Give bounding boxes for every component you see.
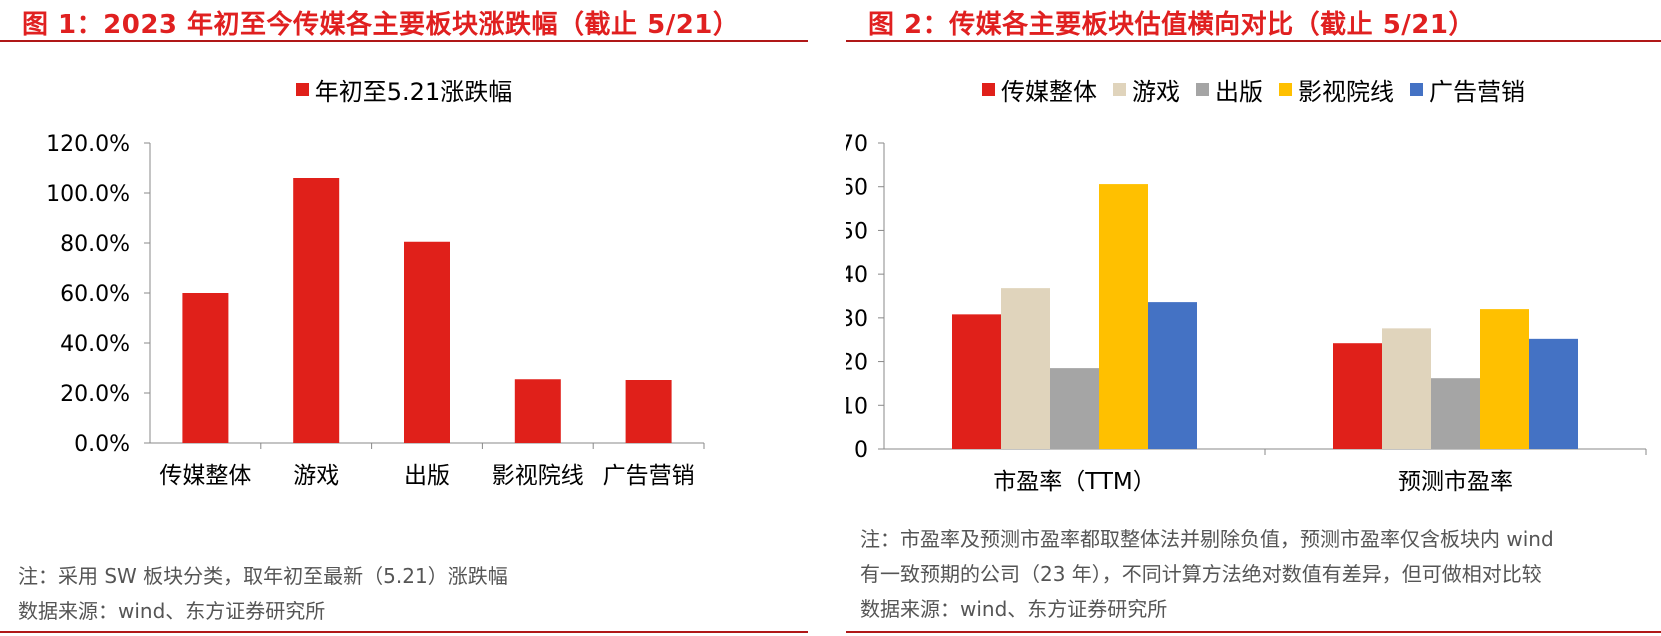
bar [182,293,229,443]
figure-2-bar-chart: 0 10 20 30 40 50 60 70 市盈率（TTM） 预测市盈率 [846,132,1647,495]
x-category-label: 出版 [404,463,450,489]
legend-swatch [1410,83,1423,96]
figure-1-note: 注：采用 SW 板块分类，取年初至最新（5.21）涨跌幅 [18,564,508,588]
x-category-label: 预测市盈率 [1398,469,1513,495]
legend-item: 出版 [1196,72,1263,107]
figure-2-legend: 传媒整体 游戏 出版 影视院线 广告营销 [846,72,1661,107]
legend-label: 传媒整体 [1001,78,1097,106]
legend-swatch [1279,83,1292,96]
bar [1431,378,1480,449]
figure-2-bottom-rule [846,631,1661,633]
y-tick-label: 70 [846,132,868,157]
legend-item: 游戏 [1113,72,1180,107]
legend-item: 年初至5.21涨跌幅 [295,72,513,107]
y-tick-label: 80.0% [60,232,130,257]
bar [1529,338,1578,449]
legend-swatch [295,83,309,96]
y-tick-label: 20 [846,351,868,376]
legend-swatch [1196,83,1209,96]
x-category-label: 传媒整体 [159,463,251,489]
x-category-label: 影视院线 [492,463,584,489]
bar [1001,288,1050,449]
figure-1-bar-chart: 0.0% 20.0% 40.0% 60.0% 80.0% 100.0% 120.0% 传媒整体… [46,132,705,489]
y-tick-label: 0 [854,438,868,463]
bar [625,380,672,443]
x-category-label: 广告营销 [603,463,695,489]
bar [514,379,561,443]
figure-1-panel: 图 1：2023 年初至今传媒各主要板块涨跌幅（截止 5/21） 年初至5.21… [0,0,808,636]
y-tick-label: 20.0% [60,382,130,407]
bar [1382,328,1431,449]
figure-1-title-rule [0,40,808,42]
figure-2-panel: 图 2：传媒各主要板块估值横向对比（截止 5/21） 传媒整体 游戏 出版 影视院线 广… [846,0,1661,636]
y-tick-label: 60.0% [60,282,130,307]
y-tick-label: 50 [846,219,868,244]
y-tick-label: 40.0% [60,332,130,357]
y-tick-label: 100.0% [46,182,130,207]
legend-label: 广告营销 [1429,78,1525,106]
bar [1099,184,1148,449]
figure-2-source: 数据来源：wind、东方证券研究所 [860,597,1168,621]
legend-label: 年初至5.21涨跌幅 [314,78,513,106]
x-category-label: 市盈率（TTM） [993,469,1156,495]
legend-item: 影视院线 [1279,72,1394,107]
bar [1050,368,1099,449]
legend-swatch [982,83,995,96]
bar [1148,302,1197,449]
bar [1333,343,1382,449]
y-tick-label: 30 [846,307,868,332]
bar [1480,309,1529,449]
x-category-label: 游戏 [293,463,339,489]
figure-2-note-line-2: 有一致预期的公司（23 年），不同计算方法绝对数值有差异，但可做相对比较 [860,562,1542,586]
figure-1-source: 数据来源：wind、东方证券研究所 [18,599,326,623]
legend-label: 游戏 [1132,78,1180,106]
legend-swatch [1113,83,1126,96]
bar [404,241,450,443]
y-tick-label: 40 [846,263,868,288]
y-tick-label: 10 [846,394,868,419]
y-tick-label: 60 [846,176,868,201]
figure-2-title-rule [846,40,1661,42]
bar [952,314,1001,449]
figure-1-title: 图 1：2023 年初至今传媒各主要板块涨跌幅（截止 5/21） [22,10,740,40]
y-tick-label: 0.0% [74,432,130,457]
legend-item: 广告营销 [1410,72,1525,107]
y-tick-label: 120.0% [46,132,130,157]
legend-item: 传媒整体 [982,72,1097,107]
figure-2-note-line-1: 注：市盈率及预测市盈率都取整体法并剔除负值，预测市盈率仅含板块内 wind [860,527,1554,551]
bar [293,178,340,443]
figure-1-bottom-rule [0,631,808,633]
legend-label: 出版 [1215,78,1263,106]
figure-2-title: 图 2：传媒各主要板块估值横向对比（截止 5/21） [868,10,1475,40]
legend-label: 影视院线 [1298,78,1394,106]
figure-1-legend: 年初至5.21涨跌幅 [0,72,808,107]
